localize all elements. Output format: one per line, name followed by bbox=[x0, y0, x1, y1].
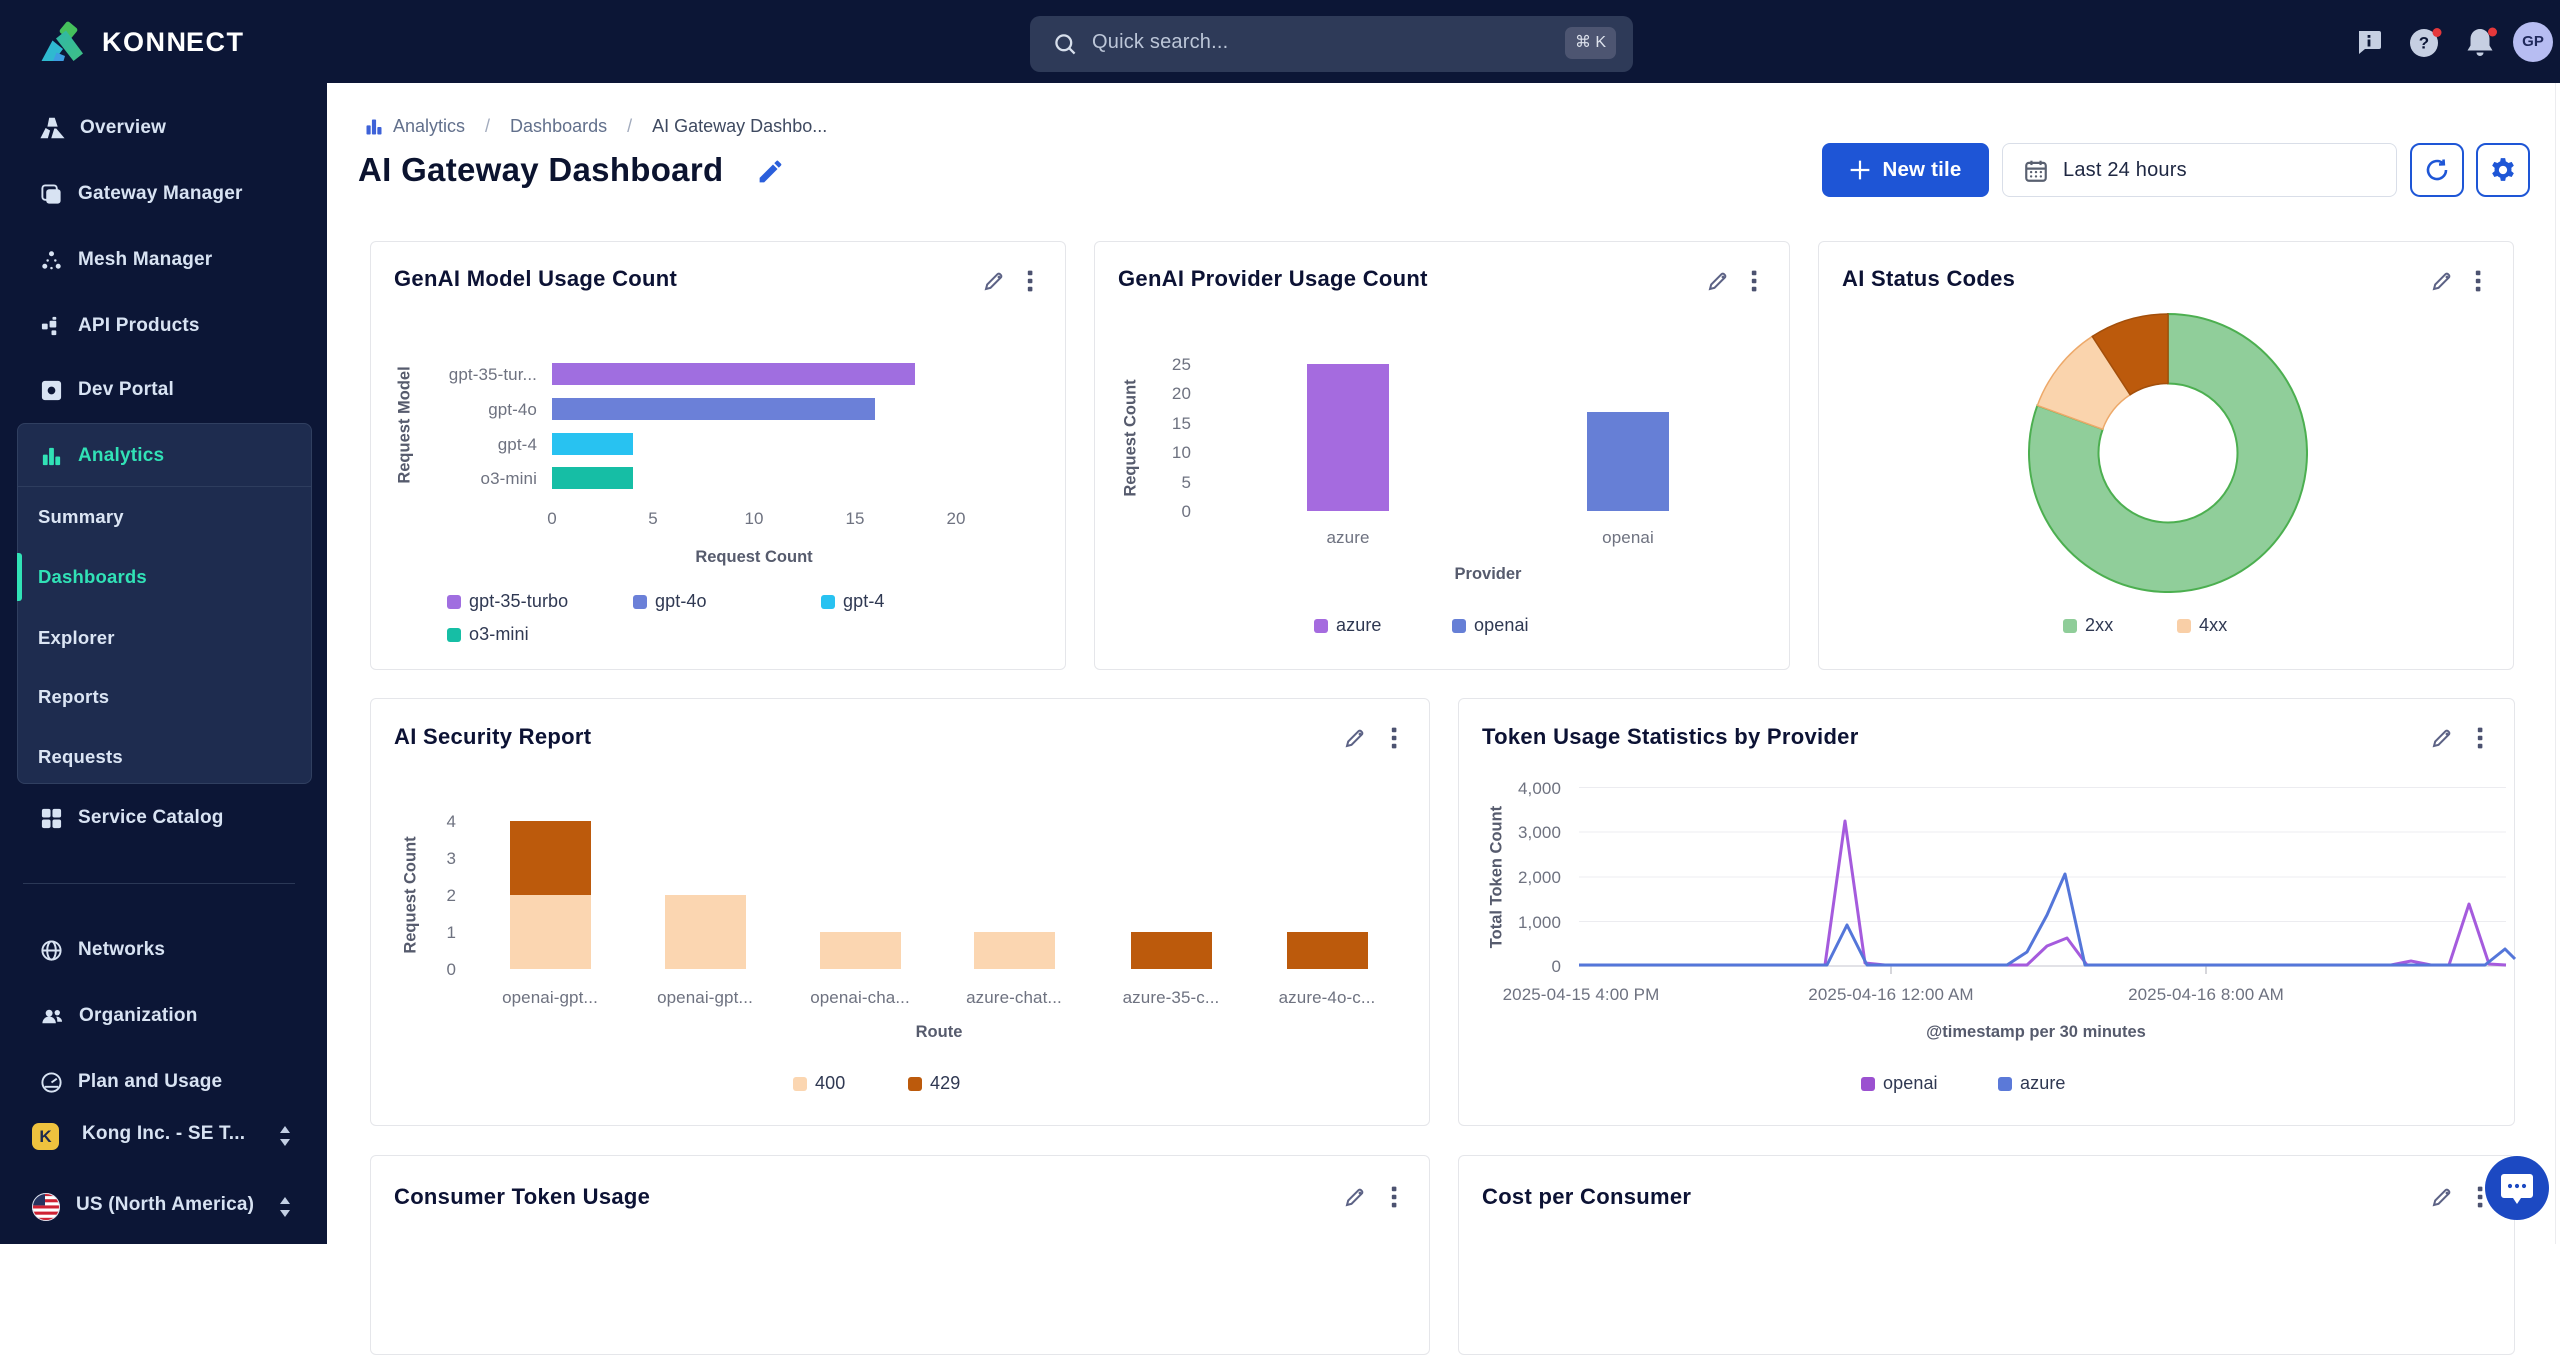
svg-text:?: ? bbox=[2419, 34, 2429, 53]
